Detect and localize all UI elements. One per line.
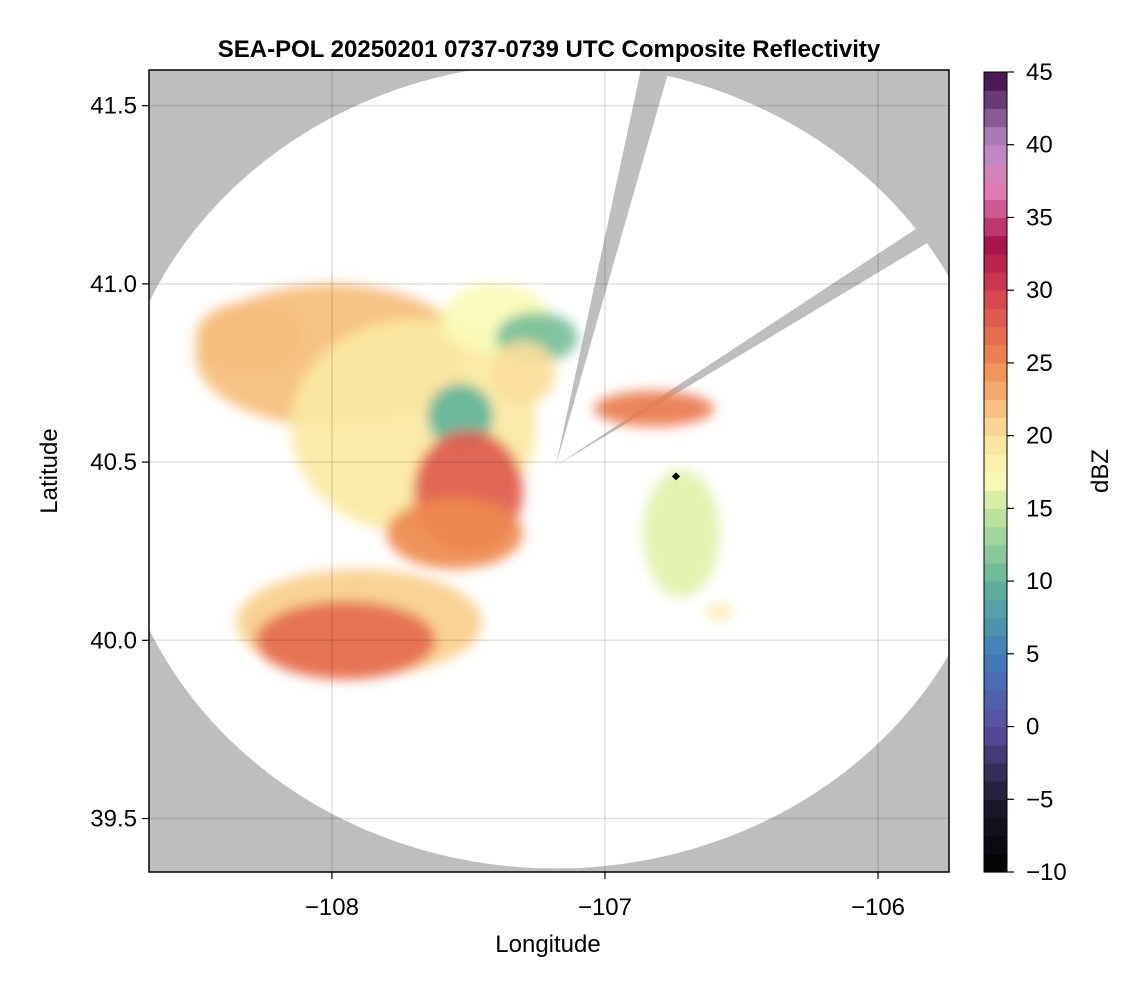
- colorbar-tick-label: 10: [1026, 568, 1053, 595]
- colorbar-band: [984, 581, 1007, 600]
- colorbar-band: [984, 744, 1007, 764]
- colorbar: −10 −5 0 5 10 15 20 25 30 35 40 45 dBZ: [983, 59, 1114, 886]
- x-axis-ticks: −108 −107 −106: [305, 872, 905, 921]
- x-tick-label: −107: [578, 894, 632, 921]
- colorbar-tick-label: 5: [1026, 641, 1039, 668]
- colorbar-tick-label: 30: [1026, 277, 1053, 304]
- radar-coverage-area: [149, 70, 949, 869]
- colorbar-band: [984, 544, 1007, 564]
- colorbar-band: [984, 472, 1007, 491]
- echo-region: [490, 340, 556, 406]
- colorbar-band: [984, 490, 1007, 509]
- colorbar-tick-label: 45: [1026, 59, 1053, 86]
- y-tick-label: 40.5: [90, 449, 137, 476]
- colorbar-band: [984, 781, 1007, 800]
- colorbar-band: [984, 181, 1007, 200]
- y-axis-label: Latitude: [36, 428, 63, 513]
- colorbar-band: [984, 290, 1007, 309]
- colorbar-band: [984, 253, 1007, 273]
- y-axis-ticks: 39.5 40.0 40.5 41.0 41.5: [90, 93, 149, 833]
- echo-region: [594, 390, 715, 427]
- colorbar-band: [984, 453, 1007, 473]
- colorbar-band: [984, 599, 1007, 619]
- colorbar-tick-label: 15: [1026, 495, 1053, 522]
- colorbar-tick-label: −5: [1026, 786, 1053, 813]
- y-tick-label: 41.5: [90, 93, 137, 120]
- colorbar-band: [984, 308, 1007, 328]
- colorbar-band: [984, 126, 1007, 146]
- echo-region: [386, 497, 524, 570]
- colorbar-bands: [984, 72, 1007, 873]
- colorbar-tick-label: 0: [1026, 714, 1039, 741]
- colorbar-band: [984, 690, 1007, 709]
- colorbar-band: [984, 435, 1007, 455]
- colorbar-band: [984, 108, 1007, 128]
- x-axis-label: Longitude: [495, 931, 600, 958]
- colorbar-tick-label: −10: [1026, 859, 1067, 886]
- radar-site-marker: [671, 472, 680, 481]
- echo-region: [705, 604, 734, 619]
- colorbar-tick-label: 35: [1026, 204, 1053, 231]
- colorbar-tick-label: 40: [1026, 132, 1053, 159]
- colorbar-band: [984, 381, 1007, 400]
- colorbar-band: [984, 399, 1007, 419]
- y-tick-label: 40.0: [90, 627, 137, 654]
- colorbar-tick-label: 20: [1026, 423, 1053, 450]
- colorbar-band: [984, 526, 1007, 546]
- colorbar-band: [984, 653, 1007, 673]
- colorbar-band: [984, 362, 1007, 382]
- colorbar-band: [984, 162, 1007, 182]
- colorbar-tick-label: 25: [1026, 350, 1053, 377]
- echo-region: [643, 469, 720, 598]
- y-tick-label: 41.0: [90, 271, 137, 298]
- colorbar-band: [984, 235, 1007, 255]
- colorbar-band: [984, 326, 1007, 346]
- colorbar-band: [984, 272, 1007, 291]
- reflectivity-echoes: [195, 283, 734, 680]
- colorbar-band: [984, 799, 1007, 819]
- colorbar-band: [984, 817, 1007, 837]
- colorbar-band: [984, 617, 1007, 637]
- y-tick-label: 39.5: [90, 806, 137, 833]
- colorbar-band: [984, 72, 1007, 91]
- colorbar-band: [984, 708, 1007, 728]
- colorbar-band: [984, 144, 1007, 164]
- echo-region: [195, 301, 305, 373]
- colorbar-band: [984, 726, 1007, 746]
- x-tick-label: −106: [851, 894, 905, 921]
- colorbar-band: [984, 508, 1007, 528]
- colorbar-band: [984, 217, 1007, 237]
- colorbar-band: [984, 835, 1007, 855]
- colorbar-band: [984, 199, 1007, 219]
- colorbar-band: [984, 853, 1007, 873]
- plot-area: [149, 70, 949, 872]
- colorbar-band: [984, 672, 1007, 691]
- colorbar-band: [984, 417, 1007, 437]
- echo-region: [255, 601, 436, 680]
- colorbar-band: [984, 562, 1007, 582]
- colorbar-band: [984, 90, 1007, 109]
- colorbar-ticks: −10 −5 0 5 10 15 20 25 30 35 40 45: [1007, 59, 1067, 886]
- colorbar-band: [984, 635, 1007, 655]
- x-tick-label: −108: [305, 894, 359, 921]
- colorbar-band: [984, 344, 1007, 364]
- plot-frame: [148, 69, 950, 873]
- chart-title: SEA-POL 20250201 0737-0739 UTC Composite…: [218, 36, 881, 63]
- colorbar-band: [984, 762, 1007, 782]
- colorbar-label: dBZ: [1087, 449, 1114, 493]
- colorbar-frame: [983, 71, 1008, 873]
- gridlines: [149, 70, 949, 872]
